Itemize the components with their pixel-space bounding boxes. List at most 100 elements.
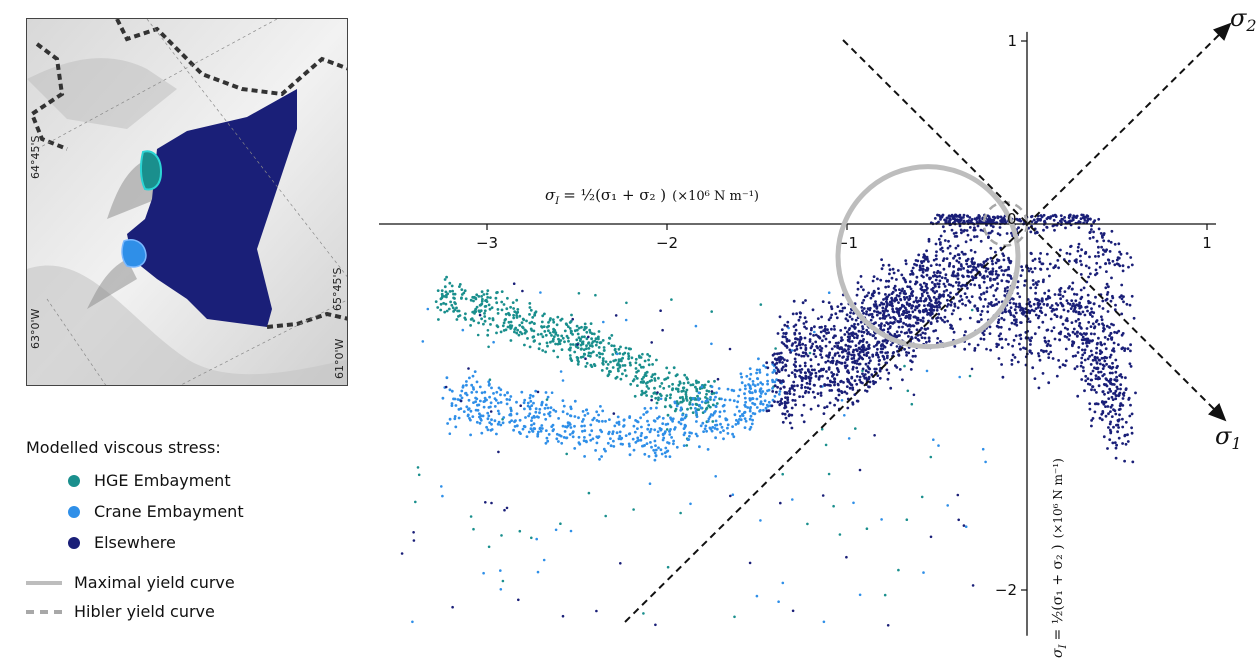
scatter-point (722, 437, 725, 441)
scatter-point (450, 404, 454, 407)
scatter-point (990, 259, 994, 263)
scatter-point (862, 288, 865, 292)
scatter-point (856, 370, 859, 373)
scatter-point (714, 436, 717, 440)
scatter-point (483, 305, 487, 308)
scatter-point (843, 306, 847, 310)
scatter-point (601, 362, 605, 366)
scatter-point (872, 289, 876, 293)
scatter-point (712, 398, 716, 402)
scatter-point (566, 412, 569, 416)
scatter-point (1059, 301, 1063, 305)
glacier-shadow-crane (87, 259, 137, 309)
scatter-point (914, 299, 918, 302)
scatter-point (916, 338, 920, 341)
scatter-point (601, 359, 605, 363)
scatter-point (985, 290, 989, 294)
scatter-point (585, 344, 588, 348)
scatter-point (711, 425, 715, 429)
scatter-point (720, 425, 724, 429)
scatter-point (559, 370, 563, 373)
scatter-point (983, 298, 987, 301)
scatter-point (499, 388, 503, 392)
scatter-point (1072, 302, 1075, 306)
scatter-point (618, 430, 622, 434)
scatter-point (536, 434, 540, 438)
scatter-point (585, 408, 589, 412)
scatter-point (458, 283, 462, 286)
scatter-point (531, 394, 535, 398)
scatter-point (997, 334, 1001, 338)
scatter-point (1078, 221, 1082, 224)
scatter-point (1113, 242, 1117, 246)
scatter-point (439, 302, 443, 306)
scatter-point (901, 378, 904, 382)
scatter-point (886, 322, 890, 326)
scatter-point (942, 267, 946, 271)
scatter-point (445, 275, 448, 279)
scatter-point (602, 349, 606, 352)
scatter-point (1093, 326, 1096, 330)
scatter-point (650, 375, 654, 379)
scatter-point (1076, 351, 1080, 354)
scatter-point (666, 376, 670, 380)
scatter-point (1051, 357, 1055, 360)
scatter-point (703, 410, 707, 413)
scatter-point (687, 438, 691, 441)
scatter-point (1045, 344, 1049, 348)
scatter-point (480, 431, 484, 435)
scatter-point (645, 435, 648, 439)
scatter-point (807, 369, 810, 373)
scatter-point (826, 328, 829, 332)
scatter-point (891, 351, 895, 355)
scatter-point (1106, 405, 1110, 408)
scatter-point (800, 386, 803, 390)
scatter-point (649, 441, 652, 444)
scatter-point (1000, 363, 1003, 366)
scatter-point (568, 423, 572, 426)
scatter-point (973, 226, 976, 230)
scatter-point (877, 355, 880, 359)
scatter-point (771, 361, 774, 364)
scatter-point (906, 389, 910, 393)
scatter-point (493, 419, 497, 423)
scatter-point (748, 417, 752, 421)
scatter-point (557, 440, 560, 443)
scatter-point (550, 334, 553, 337)
scatter-point (453, 297, 456, 300)
scatter-point (1130, 426, 1133, 430)
scatter-point (986, 305, 990, 308)
scatter-point (641, 352, 644, 356)
scatter-point (1091, 417, 1095, 420)
scatter-point (454, 425, 458, 429)
scatter-point (803, 325, 806, 329)
scatter-point (522, 401, 526, 405)
scatter-point (469, 418, 472, 422)
scatter-point (890, 321, 894, 325)
scatter-point (530, 404, 534, 407)
scatter-point (517, 598, 520, 602)
scatter-point (834, 341, 838, 345)
scatter-point (1013, 322, 1017, 326)
scatter-point (771, 353, 775, 357)
scatter-point (492, 340, 495, 344)
scatter-point (952, 330, 956, 334)
scatter-point (803, 336, 807, 340)
scatter-point (843, 333, 847, 336)
scatter-point (561, 399, 565, 402)
scatter-point (945, 216, 949, 220)
scatter-point (607, 430, 611, 434)
scatter-point (653, 428, 657, 432)
scatter-point (953, 220, 956, 224)
scatter-point (804, 371, 807, 375)
scatter-point (699, 424, 703, 428)
scatter-point (548, 414, 552, 418)
scatter-point (1074, 319, 1078, 323)
scatter-point (709, 413, 713, 416)
scatter-point (655, 358, 658, 362)
scatter-point (821, 339, 824, 342)
scatter-point (636, 427, 639, 430)
scatter-point (616, 367, 620, 371)
scatter-point (647, 358, 650, 362)
scatter-point (892, 286, 896, 290)
